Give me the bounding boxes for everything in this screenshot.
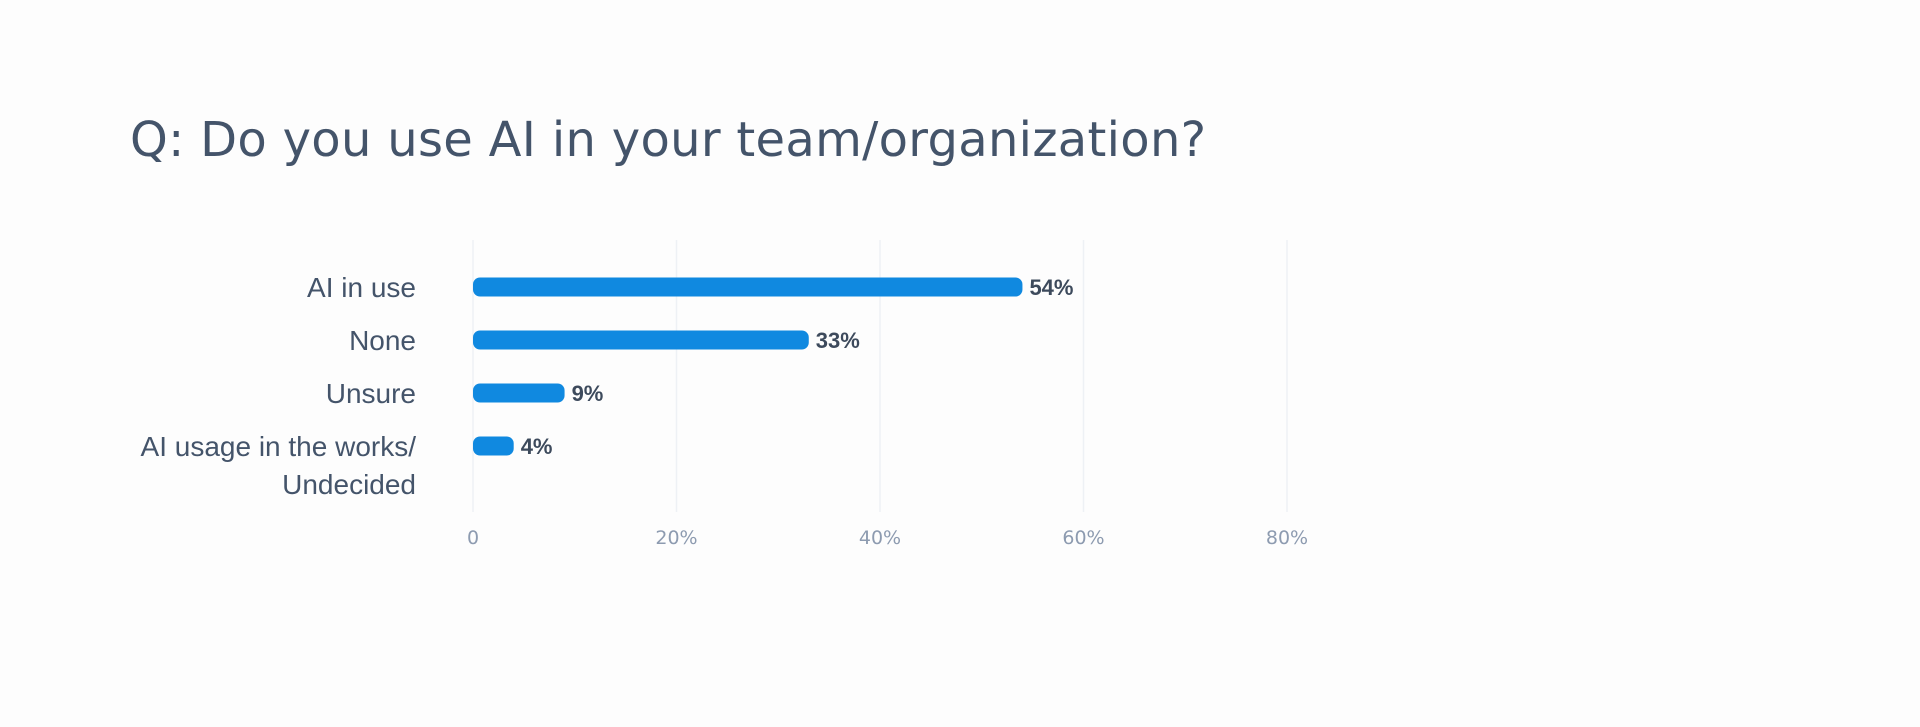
bar [473, 383, 565, 403]
value-label: 54% [1029, 275, 1073, 300]
category-label: Unsure [326, 378, 416, 409]
value-labels: 54% 33% 9% 4% [521, 275, 1074, 459]
x-tick-label: 80% [1266, 527, 1308, 549]
category-labels: AI in use None Unsure AI usage in the works… [141, 272, 417, 500]
bar [473, 330, 809, 350]
bar [473, 277, 1023, 297]
value-label: 9% [572, 381, 604, 406]
x-tick-label: 60% [1062, 527, 1104, 549]
chart-title: Q: Do you use AI in your team/organizati… [130, 112, 1207, 168]
value-label: 33% [816, 328, 860, 353]
value-label: 4% [521, 434, 553, 459]
x-tick-label: 0 [467, 527, 479, 549]
category-label: AI usage in the works/ [141, 431, 417, 462]
category-label: AI in use [307, 272, 416, 303]
category-label: None [349, 325, 416, 356]
bar [473, 436, 514, 456]
x-tick-label: 20% [655, 527, 697, 549]
x-tick-label: 40% [859, 527, 901, 549]
category-label: Undecided [282, 469, 416, 500]
x-tick-labels: 0 20% 40% 60% 80% [467, 527, 1308, 549]
bars [473, 277, 1023, 456]
